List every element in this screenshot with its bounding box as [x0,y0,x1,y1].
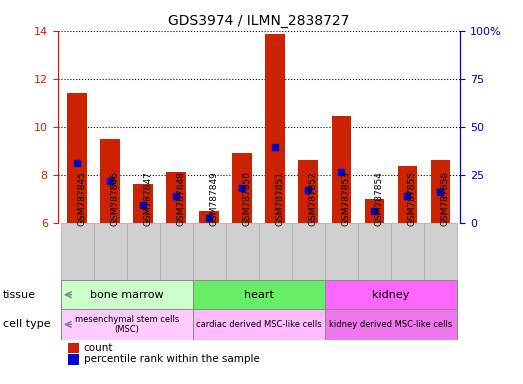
Text: GSM787856: GSM787856 [440,170,449,225]
Text: percentile rank within the sample: percentile rank within the sample [84,354,259,364]
Text: GSM787851: GSM787851 [276,170,285,225]
Bar [199,211,219,223]
Text: GSM787850: GSM787850 [242,170,252,225]
FancyBboxPatch shape [127,223,160,280]
Bar [67,93,87,223]
Bar [166,172,186,223]
Text: cell type: cell type [3,319,50,329]
FancyBboxPatch shape [358,223,391,280]
FancyBboxPatch shape [226,223,259,280]
Title: GDS3974 / ILMN_2838727: GDS3974 / ILMN_2838727 [168,14,349,28]
FancyBboxPatch shape [193,309,325,340]
FancyBboxPatch shape [259,223,292,280]
FancyBboxPatch shape [325,280,457,309]
Bar [233,153,252,223]
FancyBboxPatch shape [61,309,193,340]
FancyBboxPatch shape [61,223,94,280]
Bar [266,34,285,223]
Text: tissue: tissue [3,290,36,300]
Text: GSM787855: GSM787855 [407,170,416,225]
Text: GSM787849: GSM787849 [209,171,219,225]
FancyBboxPatch shape [292,223,325,280]
Bar [430,161,450,223]
Bar [299,161,319,223]
Text: GSM787852: GSM787852 [309,171,317,225]
Text: GSM787847: GSM787847 [143,171,152,225]
FancyBboxPatch shape [325,223,358,280]
Text: GSM787848: GSM787848 [176,171,185,225]
Text: kidney derived MSC-like cells: kidney derived MSC-like cells [329,320,452,329]
FancyBboxPatch shape [424,223,457,280]
FancyBboxPatch shape [94,223,127,280]
Bar [100,139,120,223]
Text: GSM787846: GSM787846 [110,171,119,225]
Text: mesenchymal stem cells
(MSC): mesenchymal stem cells (MSC) [75,315,179,334]
Text: kidney: kidney [372,290,410,300]
Bar [133,184,153,223]
Bar [332,116,351,223]
Text: cardiac derived MSC-like cells: cardiac derived MSC-like cells [196,320,322,329]
Text: heart: heart [244,290,274,300]
Text: GSM787845: GSM787845 [77,171,86,225]
Text: count: count [84,343,113,353]
FancyBboxPatch shape [193,280,325,309]
FancyBboxPatch shape [325,309,457,340]
Text: bone marrow: bone marrow [90,290,164,300]
FancyBboxPatch shape [391,223,424,280]
Bar [365,199,384,223]
Bar [397,166,417,223]
FancyBboxPatch shape [193,223,226,280]
Text: GSM787853: GSM787853 [342,170,350,225]
FancyBboxPatch shape [61,280,193,309]
FancyBboxPatch shape [160,223,193,280]
Text: GSM787854: GSM787854 [374,171,383,225]
